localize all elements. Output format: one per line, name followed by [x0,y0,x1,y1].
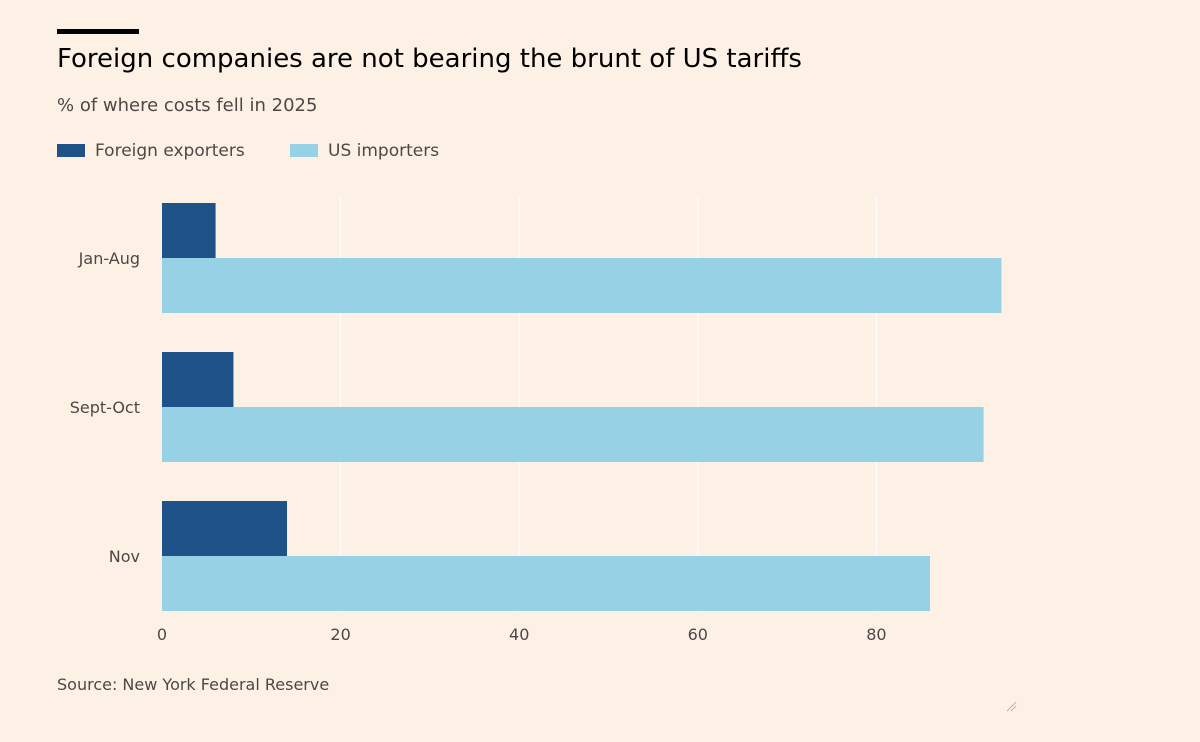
chart-title: Foreign companies are not bearing the br… [57,44,802,74]
category-label-jan-aug: Jan-Aug [78,249,140,268]
bar-foreign-exporters-nov [162,501,288,556]
source-note: Source: New York Federal Reserve [57,675,330,694]
x-tick-label-80: 80 [866,625,886,644]
category-label-nov: Nov [109,547,140,566]
legend-swatch-foreign-exporters [57,144,85,157]
legend-swatch-us-importers [290,144,318,157]
bars [162,203,1002,611]
bar-us-importers-sept-oct [162,407,984,462]
x-tick-label-0: 0 [157,625,167,644]
bar-us-importers-jan-aug [162,258,1002,313]
legend-label-foreign-exporters: Foreign exporters [95,141,245,161]
x-tick-label-40: 40 [509,625,529,644]
bar-foreign-exporters-sept-oct [162,352,234,407]
bar-foreign-exporters-jan-aug [162,203,216,258]
x-tick-label-60: 60 [688,625,708,644]
bar-us-importers-nov [162,556,930,611]
top-rule [57,29,139,34]
resize-grip-icon[interactable] [1005,700,1017,712]
category-label-sept-oct: Sept-Oct [70,398,140,417]
axis-labels: 0 20 40 60 80 Jan-Aug Sept-Oct Nov [70,249,887,644]
x-tick-label-20: 20 [330,625,350,644]
chart-subtitle: % of where costs fell in 2025 [57,95,318,116]
legend-label-us-importers: US importers [328,141,440,161]
